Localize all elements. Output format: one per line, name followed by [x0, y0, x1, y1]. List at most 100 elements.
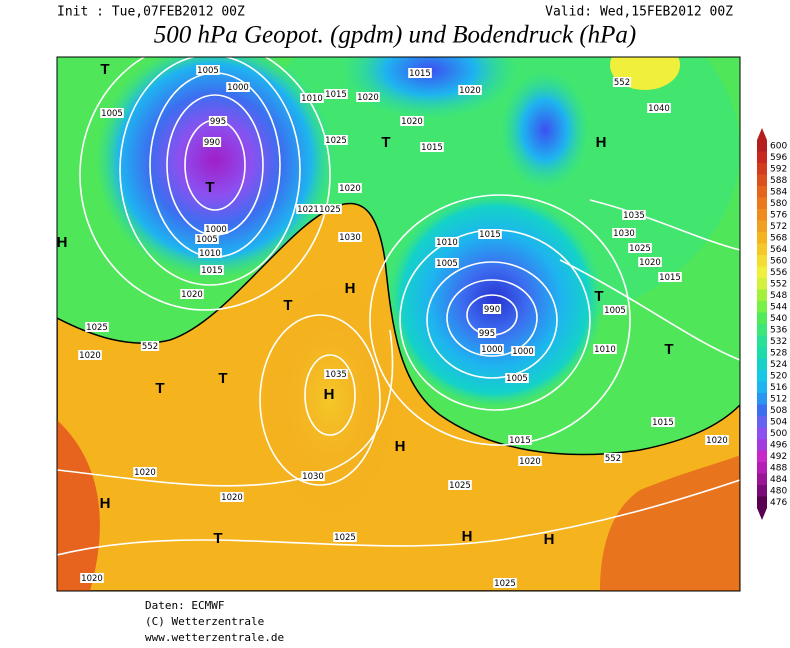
footer-data: Daten: ECMWF	[145, 599, 224, 612]
isobar-label: 1005	[604, 306, 626, 316]
colorbar-box	[757, 209, 767, 221]
init-time: Init : Tue,07FEB2012 00Z	[57, 5, 245, 20]
colorbar-box	[757, 232, 767, 244]
colorbar-box	[757, 416, 767, 428]
colorbar-label: 580	[770, 199, 787, 209]
isobar-label-box	[324, 89, 348, 99]
colorbar-label: 532	[770, 337, 787, 347]
isobar-label-box	[338, 232, 362, 242]
isobar-label-box	[518, 456, 542, 466]
isobar-label: 1020	[181, 290, 203, 300]
colorbar-label: 536	[770, 325, 787, 335]
isobar-label-box	[202, 137, 222, 147]
isobar-label: 1020	[401, 117, 423, 127]
colorbar-box	[757, 197, 767, 209]
colorbar-box	[757, 450, 767, 462]
isobar-label: 1010	[436, 238, 458, 248]
isobar-label-box	[408, 68, 432, 78]
isobar-label: 1020	[79, 351, 101, 361]
colorbar-label: 492	[770, 452, 787, 462]
colorbar-label: 560	[770, 256, 787, 266]
isobar-label: 1000	[512, 347, 534, 357]
colorbar-label: 476	[770, 498, 787, 508]
isobar-label: 1030	[613, 229, 635, 239]
isobar-label: 1000	[227, 83, 249, 93]
pressure-center: H	[100, 495, 111, 512]
isobar-label: 1020	[81, 574, 103, 584]
isobar-label: 552	[614, 78, 630, 88]
colorbar-box	[757, 151, 767, 163]
pressure-center: T	[100, 61, 109, 78]
isobar-label: 1010	[594, 345, 616, 355]
isobar-label: 1030	[302, 472, 324, 482]
colorbar-label: 576	[770, 210, 787, 220]
pressure-center: T	[213, 530, 222, 547]
isobar-label-box	[658, 272, 682, 282]
isobar-label-box	[80, 573, 104, 583]
isobar-label-box	[400, 116, 424, 126]
colorbar-box	[757, 278, 767, 290]
map-frame	[56, 56, 741, 592]
colorbar-arrow	[757, 128, 767, 140]
colorbar-label: 512	[770, 394, 787, 404]
pressure-center: T	[381, 134, 390, 151]
isobar-label: 995	[210, 117, 226, 127]
colorbar-label: 500	[770, 429, 787, 439]
isobar-label-box	[208, 116, 228, 126]
isobar-label: 1020	[221, 493, 243, 503]
isobar-label: 995	[479, 329, 495, 339]
colorbar-box	[757, 243, 767, 255]
isobar-label-box	[448, 480, 472, 490]
colorbar-box	[757, 324, 767, 336]
isobar-label: 1030	[339, 233, 361, 243]
pressure-center: T	[283, 297, 292, 314]
isobar-label-box	[480, 344, 504, 354]
low-region	[340, 57, 520, 120]
isobar-label: 1020	[519, 457, 541, 467]
isobar-label-box	[420, 142, 444, 152]
colorbar-label: 556	[770, 268, 787, 278]
isobar-label: 552	[605, 454, 621, 464]
isobar-label-box	[220, 492, 244, 502]
colorbar-label: 544	[770, 302, 787, 312]
isobar-label: 1040	[648, 104, 670, 114]
isobar-label: 1025	[319, 205, 341, 215]
footer-url: www.wetterzentrale.de	[145, 631, 284, 644]
isobar-label-box	[505, 373, 529, 383]
colorbar-label: 488	[770, 463, 787, 473]
colorbar-label: 548	[770, 291, 787, 301]
isobar-label: 1005	[506, 374, 528, 384]
colorbar-label: 520	[770, 371, 787, 381]
isobar-label-box	[296, 204, 320, 214]
isobar-label-box	[300, 93, 324, 103]
colorbar-label: 540	[770, 314, 787, 324]
pressure-center: T	[218, 370, 227, 387]
isobar-label-box	[628, 243, 652, 253]
pressure-center: T	[594, 288, 603, 305]
isobar-label: 1035	[623, 211, 645, 221]
isobar-label-box	[198, 248, 222, 258]
isobar-label: 1025	[334, 533, 356, 543]
colorbar-label: 484	[770, 475, 787, 485]
isobar-label-box	[458, 85, 482, 95]
isobar-label-box	[180, 289, 204, 299]
colorbar-box	[757, 163, 767, 175]
isobar-label-box	[603, 453, 623, 463]
colorbar-label: 584	[770, 187, 787, 197]
isobar-label: 1005	[196, 235, 218, 245]
isobar-label-box	[333, 532, 357, 542]
pressure-center: T	[205, 179, 214, 196]
pressure-center: H	[395, 438, 406, 455]
colorbar-box	[757, 473, 767, 485]
pressure-center: H	[324, 386, 335, 403]
colorbar-label: 528	[770, 348, 787, 358]
isobar-label-box	[651, 417, 675, 427]
isobar-label-box	[78, 350, 102, 360]
pressure-center: H	[345, 280, 356, 297]
isobar-label: 1015	[409, 69, 431, 79]
isobar-label: 1025	[86, 323, 108, 333]
pressure-center: H	[544, 531, 555, 548]
isobar-label-box	[593, 344, 617, 354]
isobar-label: 1000	[481, 345, 503, 355]
